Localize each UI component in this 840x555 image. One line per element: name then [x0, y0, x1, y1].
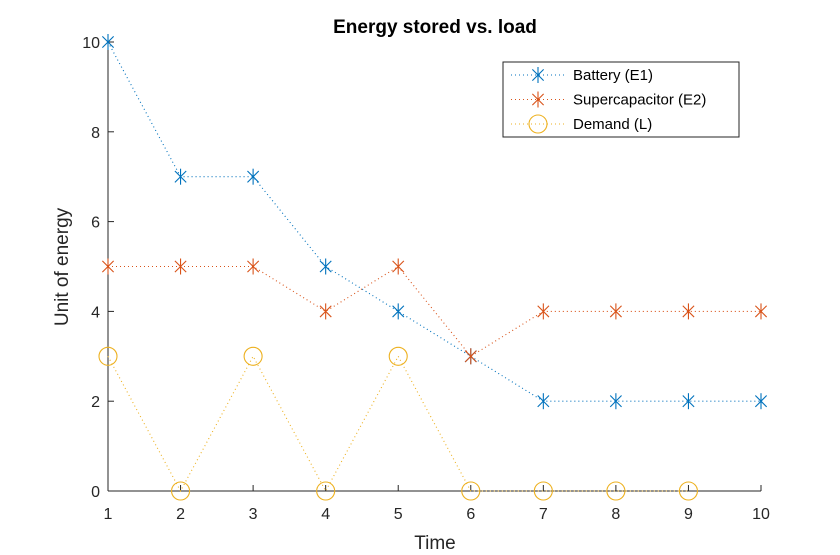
data-point — [101, 258, 115, 275]
data-point — [392, 303, 405, 320]
x-tick-label: 10 — [752, 506, 770, 523]
legend-entry: Demand (L) — [511, 114, 652, 134]
legend-label: Battery (E1) — [573, 67, 653, 84]
data-point — [247, 168, 260, 185]
data-point — [537, 303, 550, 320]
x-tick-label: 6 — [466, 506, 475, 523]
x-tick-label: 2 — [176, 506, 185, 523]
y-tick-label: 10 — [82, 35, 100, 52]
data-point — [609, 303, 622, 320]
y-tick-label: 0 — [91, 484, 100, 501]
legend-box — [502, 61, 740, 138]
data-point — [682, 393, 695, 410]
x-tick-label: 8 — [611, 506, 620, 523]
data-point — [392, 258, 405, 275]
x-tick-label: 5 — [394, 506, 403, 523]
data-point — [174, 168, 187, 185]
data-point — [682, 303, 695, 320]
chart-title: Energy stored vs. load — [333, 17, 537, 38]
series-line — [107, 355, 689, 493]
series-line — [107, 41, 761, 402]
data-point — [754, 303, 768, 320]
data-point — [609, 393, 622, 410]
x-tick-label: 1 — [104, 506, 113, 523]
legend: Battery (E1) Supercapacitor (E2) Demand (L… — [502, 61, 740, 138]
data-point — [319, 303, 332, 320]
data-point — [678, 481, 698, 501]
x-tick-label: 4 — [321, 506, 330, 523]
data-point — [464, 348, 477, 365]
series-line — [108, 265, 761, 358]
data-point — [316, 481, 336, 501]
series-2 — [98, 346, 698, 501]
data-point — [98, 346, 118, 366]
data-point — [533, 481, 553, 501]
data-point — [537, 393, 550, 410]
legend-marker — [531, 67, 545, 83]
x-ticks: 1 2 3 4 5 6 7 8 9 10 — [104, 485, 770, 523]
y-axis-label: Unit of energy — [52, 207, 73, 326]
legend-marker — [531, 91, 545, 108]
legend-entry: Supercapacitor (E2) — [511, 91, 706, 109]
data-point — [319, 258, 332, 275]
legend-entry: Battery (E1) — [511, 67, 653, 84]
legend-label: Supercapacitor (E2) — [573, 92, 706, 109]
series-layer — [98, 34, 768, 501]
y-tick-label: 2 — [91, 394, 100, 411]
y-tick-label: 8 — [91, 125, 100, 142]
x-tick-label: 7 — [539, 506, 548, 523]
data-point — [171, 481, 191, 501]
data-point — [247, 258, 260, 275]
series-1 — [101, 258, 768, 365]
data-point — [754, 393, 768, 410]
legend-label: Demand (L) — [573, 116, 652, 133]
data-point — [101, 34, 115, 50]
data-point — [174, 258, 187, 275]
data-point — [388, 346, 408, 366]
x-tick-label: 9 — [684, 506, 693, 523]
legend-marker — [528, 114, 548, 134]
data-point — [461, 481, 481, 501]
y-tick-label: 6 — [91, 215, 100, 232]
x-axis-label: Time — [414, 533, 456, 554]
data-point — [606, 481, 626, 501]
series-0 — [101, 34, 768, 410]
x-tick-label: 3 — [249, 506, 258, 523]
y-ticks: 0 2 4 6 8 10 — [82, 35, 114, 501]
y-tick-label: 4 — [91, 304, 100, 321]
data-point — [243, 346, 263, 366]
